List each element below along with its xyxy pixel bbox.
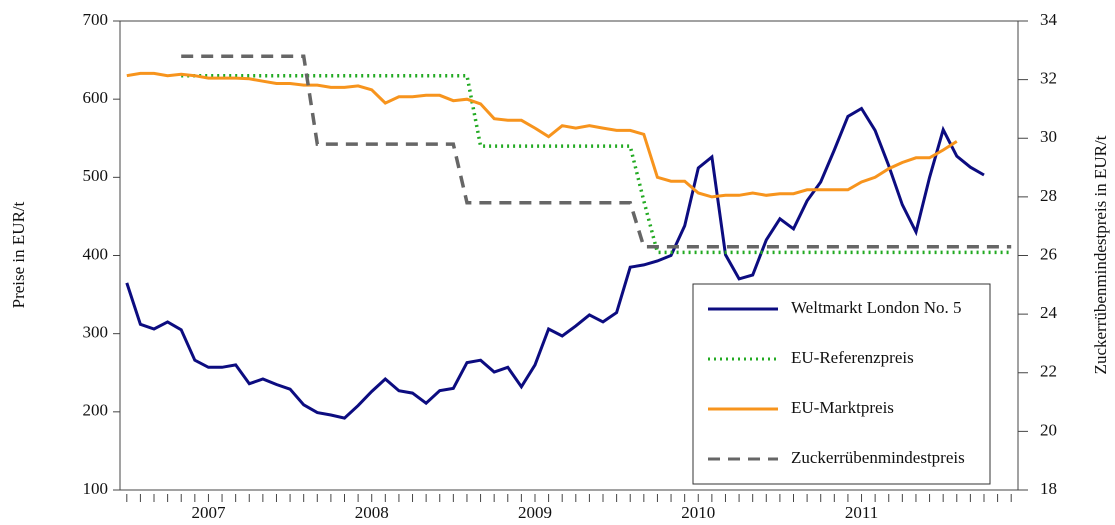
x-tick-label: 2009 <box>518 503 552 522</box>
y2-tick-label: 32 <box>1040 69 1057 88</box>
series-line <box>181 54 1012 249</box>
series-line <box>125 106 985 420</box>
x-tick-label: 2007 <box>191 503 226 522</box>
y2-tick-label: 26 <box>1040 244 1057 263</box>
legend-box <box>692 283 991 485</box>
x-tick-label: 2008 <box>355 503 389 522</box>
y-axis-label: Preise in EUR/t <box>9 201 28 308</box>
y2-tick-label: 30 <box>1040 127 1057 146</box>
series-line <box>126 71 958 199</box>
y2-tick-label: 22 <box>1040 362 1057 381</box>
y-tick-label: 200 <box>83 401 109 420</box>
series-line <box>181 73 1012 255</box>
y2-axis-label: Zuckerrübenmindestpreis in EUR/t <box>1091 135 1110 374</box>
y2-tick-label: 24 <box>1040 303 1058 322</box>
y2-tick-label: 18 <box>1040 479 1057 498</box>
y-tick-label: 700 <box>83 10 109 29</box>
y-tick-label: 400 <box>83 244 109 263</box>
y2-tick-label: 28 <box>1040 186 1057 205</box>
legend-label: EU-Marktpreis <box>791 398 894 417</box>
y2-tick-label: 34 <box>1040 10 1058 29</box>
legend-label: EU-Referenzpreis <box>791 348 914 367</box>
y-tick-label: 100 <box>83 479 109 498</box>
legend-label: Zuckerrübenmindestpreis <box>791 448 965 467</box>
x-tick-label: 2011 <box>845 503 878 522</box>
y-tick-label: 600 <box>83 88 109 107</box>
y-tick-label: 300 <box>83 323 109 342</box>
legend-label: Weltmarkt London No. 5 <box>791 298 962 317</box>
y-tick-label: 500 <box>83 166 109 185</box>
y2-tick-label: 20 <box>1040 420 1057 439</box>
x-tick-label: 2010 <box>681 503 715 522</box>
